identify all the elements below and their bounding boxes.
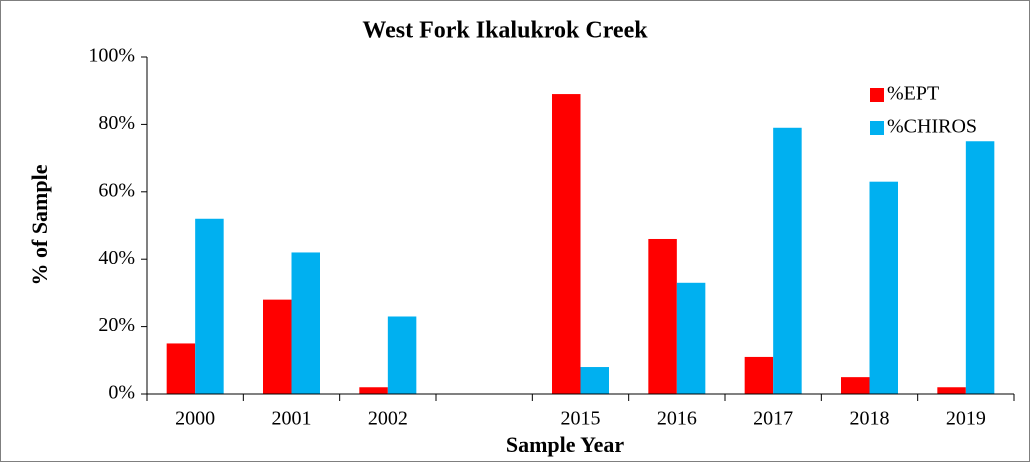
x-tick-label: 2000: [175, 408, 215, 430]
y-tick-label: 100%: [88, 45, 135, 67]
legend-swatch: [870, 121, 884, 135]
bar: [937, 387, 966, 394]
y-tick-label: 40%: [98, 247, 135, 269]
x-tick-label: 2016: [657, 408, 697, 430]
y-axis-label: % of Sample: [27, 164, 52, 285]
bar: [648, 238, 677, 394]
x-tick-label: 2018: [850, 408, 890, 430]
bar: [744, 356, 774, 394]
x-tick-label: 2017: [753, 408, 793, 430]
y-tick-label: 0%: [108, 382, 135, 404]
bar: [166, 343, 196, 394]
bar: [869, 181, 898, 394]
bar: [552, 94, 581, 394]
bar: [387, 316, 417, 394]
bar: [841, 377, 870, 394]
bar: [195, 218, 224, 394]
chart-title: West Fork Ikalukrok Creek: [362, 18, 648, 44]
y-tick-label: 20%: [98, 314, 135, 336]
y-tick-label: 80%: [98, 112, 135, 134]
x-tick-label: 2001: [272, 408, 312, 430]
bar: [263, 299, 292, 394]
x-axis-label: Sample Year: [506, 432, 625, 457]
x-tick-label: 2015: [561, 408, 601, 430]
y-tick-label: 60%: [98, 179, 135, 201]
legend-swatch: [870, 88, 884, 102]
legend-label: %EPT: [887, 83, 939, 105]
bar: [676, 282, 706, 394]
bar: [773, 127, 802, 395]
bar: [359, 387, 388, 394]
bar: [291, 252, 320, 394]
legend-label: %CHIROS: [887, 116, 977, 138]
x-tick-label: 2002: [368, 408, 408, 430]
bar: [580, 367, 609, 394]
bar: [965, 141, 995, 394]
x-tick-label: 2019: [946, 408, 986, 430]
